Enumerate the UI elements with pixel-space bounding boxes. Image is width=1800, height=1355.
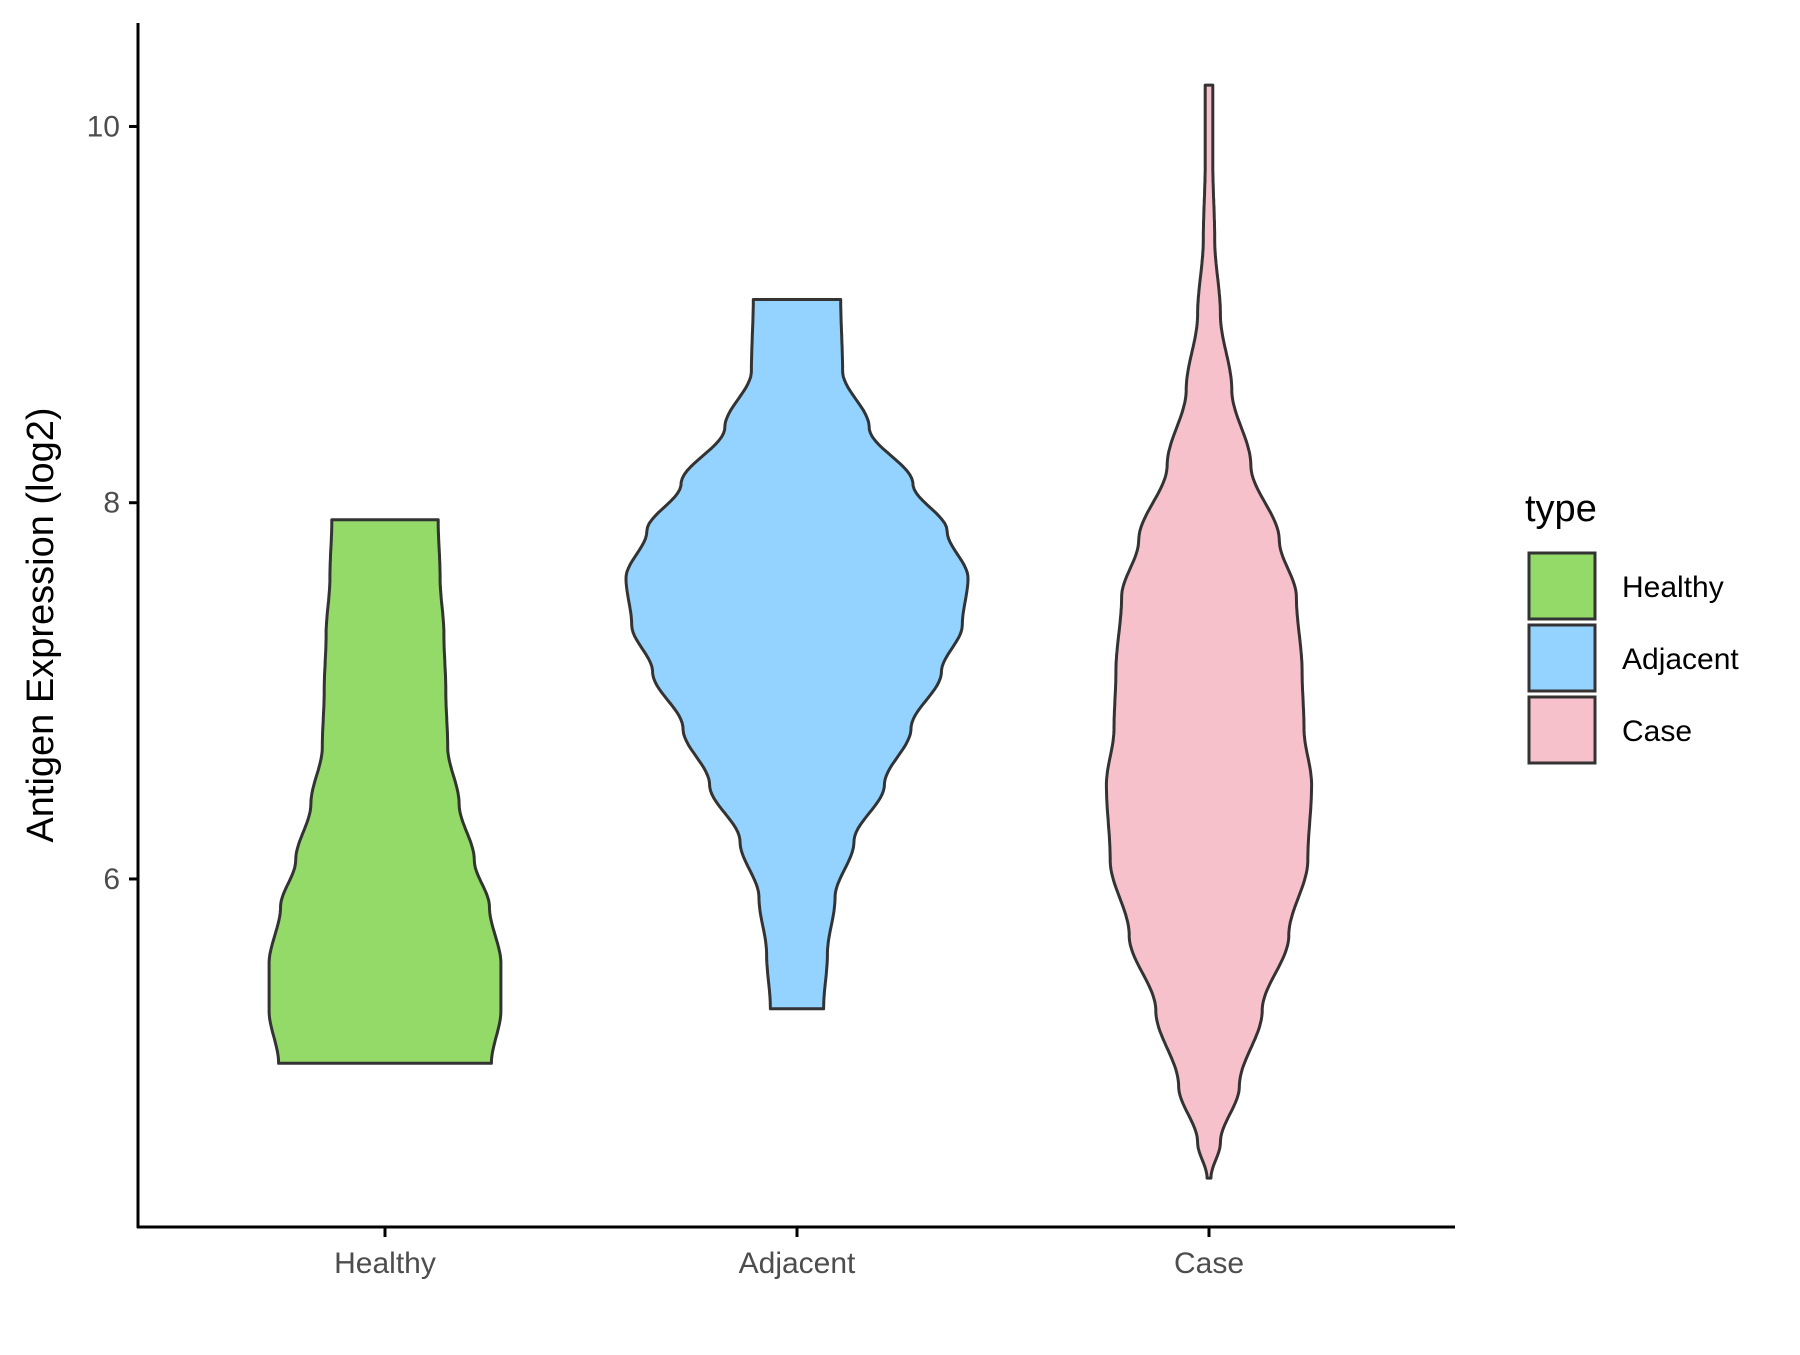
y-tick-label: 8 [103, 487, 120, 520]
violin-healthy [267, 518, 503, 1065]
y-tick-label: 10 [87, 110, 120, 143]
x-tick-label: Adjacent [739, 1247, 856, 1280]
legend-swatch-case [1527, 695, 1597, 765]
x-tick-label: Case [1174, 1247, 1244, 1280]
x-axis-ticks: Healthy Adjacent Case [334, 1227, 1244, 1280]
legend-label-case: Case [1622, 715, 1692, 748]
legend-swatch-adjacent [1527, 623, 1597, 693]
violin-adjacent [624, 298, 970, 1011]
violin-case [1104, 83, 1314, 1180]
y-axis-title: Antigen Expression (log2) [20, 407, 62, 842]
y-axis-ticks: 6 8 10 [87, 110, 138, 896]
x-tick-label: Healthy [334, 1247, 436, 1280]
legend-title: type [1525, 488, 1597, 530]
legend-items: Healthy Adjacent Case [1527, 551, 1739, 765]
y-tick-label: 6 [103, 863, 120, 896]
legend-label-healthy: Healthy [1622, 571, 1724, 604]
legend-label-adjacent: Adjacent [1622, 643, 1739, 676]
legend-swatch-healthy [1527, 551, 1597, 621]
violins-layer [267, 83, 1314, 1180]
legend: type Healthy Adjacent Case [1525, 488, 1739, 765]
